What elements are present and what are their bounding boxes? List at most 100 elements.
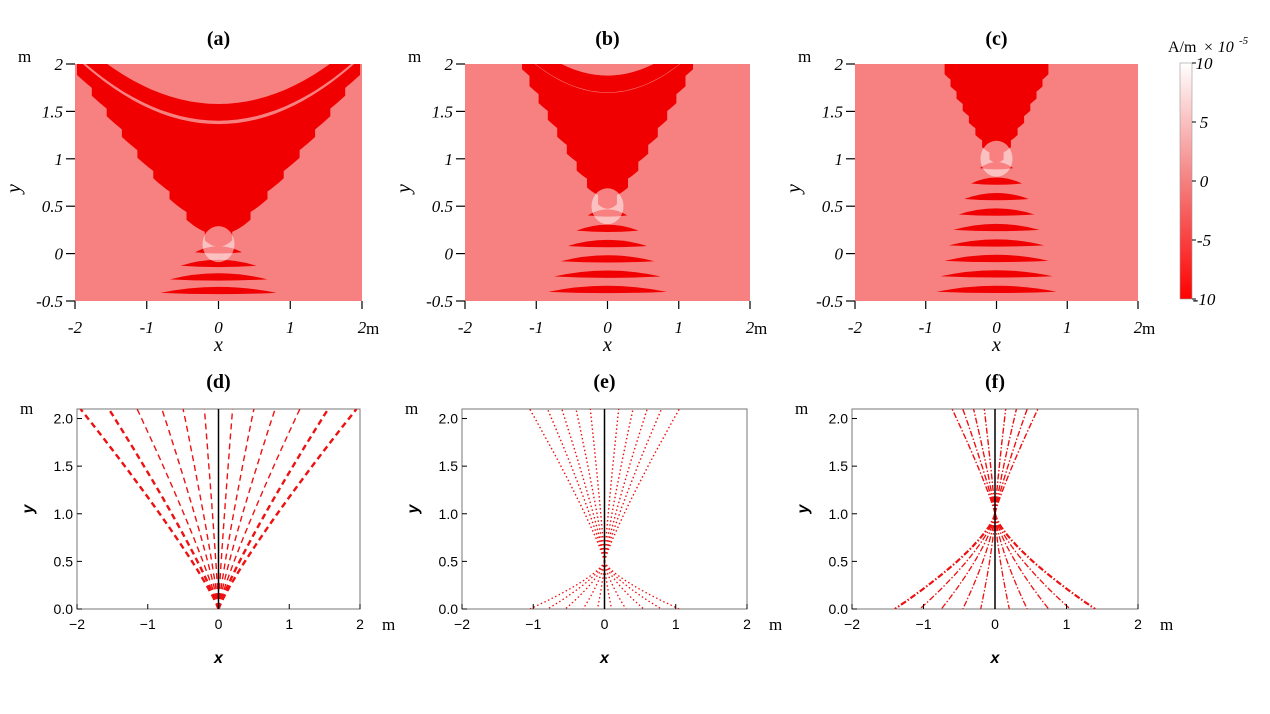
x-tick-label: -2: [848, 318, 863, 337]
heatmap-panel-c: (c)m-0.500.511.52-2 -1 0 1 2 mxy: [783, 28, 1155, 356]
ray-upper: [603, 409, 620, 562]
stripe-lower: [940, 270, 1053, 278]
x-tick-label: 2: [356, 616, 364, 632]
x-tick-label: -1: [529, 318, 543, 337]
stripe-upper: [186, 206, 251, 235]
ray-upper: [994, 409, 1018, 514]
ray-upper: [994, 409, 1028, 514]
stripe-upper: [85, 64, 352, 121]
stripe-lower: [964, 192, 1029, 201]
stripe-upper: [121, 121, 316, 182]
ray-upper: [972, 409, 996, 514]
y-tick-label: 1.5: [829, 458, 849, 474]
ray-lower: [919, 513, 996, 609]
x-unit-label: m: [1160, 615, 1173, 634]
x-tick-label: 1: [675, 318, 684, 337]
x-tick-label: 0: [603, 318, 612, 337]
y-tick-label: 2: [55, 55, 64, 74]
y-tick-label: 1: [835, 150, 844, 169]
y-tick-label: 0.0: [54, 601, 74, 617]
stripe-upper: [522, 64, 693, 110]
ray-upper: [217, 409, 358, 609]
y-axis-label: y: [3, 184, 25, 195]
panel-title: (d): [206, 371, 230, 393]
ray-upper: [217, 409, 255, 609]
ray-upper: [217, 409, 234, 609]
ray-panel-f: 0.0 0.5 1.0 1.5 2.0 −2 −1 0 1 2 (f) m m x y: [795, 371, 1173, 667]
x-unit-label: m: [382, 615, 395, 634]
stripe-upper: [945, 64, 1048, 88]
ray-upper: [203, 409, 220, 609]
panel-title: (b): [595, 28, 619, 50]
x-axis-label: x: [599, 650, 610, 667]
x-tick-label: −1: [916, 616, 932, 632]
stripe-upper: [950, 70, 1043, 108]
y-tick-label: 1.5: [54, 458, 74, 474]
y-tick-label: 0: [445, 245, 454, 264]
panel-title: (c): [985, 28, 1007, 50]
heatmap-panel-b: (b)m-0.500.511.52-2 -1 0 1 2 mxy: [393, 28, 767, 356]
stripe-upper: [944, 64, 1049, 99]
x-tick-label: 0: [215, 616, 223, 632]
x-tick-label: −1: [525, 616, 541, 632]
ray-upper: [217, 409, 330, 609]
y-tick-label: 1: [55, 150, 64, 169]
x-tick-label: 2: [1134, 318, 1143, 337]
x-axis-label: x: [990, 650, 1001, 667]
colorbar-tick-label: 10: [1196, 54, 1214, 73]
x-unit-label: m: [1142, 319, 1155, 338]
ray-lower: [980, 513, 996, 609]
y-tick-label: 0.0: [439, 601, 459, 617]
x-tick-label: 2: [743, 616, 751, 632]
ray-upper: [603, 409, 680, 562]
stripe-upper: [77, 64, 360, 141]
y-tick-label: 2.0: [54, 411, 74, 427]
focus-glow: [591, 188, 624, 225]
colorbar-scale-exponent: -5: [1239, 35, 1249, 47]
x-tick-label: 1: [672, 616, 680, 632]
ray-lower: [603, 561, 613, 609]
y-tick-label: -0.5: [36, 292, 63, 311]
ray-lower: [994, 513, 1028, 609]
ray-upper: [182, 409, 220, 609]
x-tick-label: 0: [214, 318, 223, 337]
focus-glow: [980, 140, 1013, 177]
ray-lower: [993, 513, 1096, 609]
y-tick-label: -0.5: [816, 292, 843, 311]
panel-title: (a): [207, 28, 230, 50]
x-tick-label: −2: [844, 616, 860, 632]
y-tick-label: 0.5: [822, 197, 843, 216]
y-unit-label: m: [18, 47, 31, 66]
stripe-lower: [576, 224, 639, 232]
panel-title: (f): [985, 371, 1005, 393]
y-tick-label: -0.5: [426, 292, 453, 311]
y-tick-label: 1.5: [439, 458, 459, 474]
x-tick-label: −2: [69, 616, 85, 632]
stripe-lower: [953, 223, 1040, 232]
ray-upper: [217, 409, 301, 609]
stripe-upper: [529, 70, 686, 123]
x-tick-label: 1: [1063, 616, 1071, 632]
x-tick-label: 0: [601, 616, 609, 632]
heatmap-panel-a: (a)m-0.500.511.52-2 -1 0 1 2 mxy: [3, 28, 379, 356]
ray-upper: [161, 409, 220, 609]
y-axis-label: y: [393, 184, 415, 195]
stripe-upper: [547, 104, 668, 148]
stripe-upper: [962, 95, 1031, 127]
colorbar: A/m × 10 -5 10 5 0 -5 -10: [1168, 35, 1249, 309]
x-tick-label: 1: [1063, 318, 1072, 337]
x-unit-label: m: [366, 319, 379, 338]
x-tick-label: -2: [68, 318, 83, 337]
ray-upper: [951, 409, 996, 514]
ray-panel-d: 0.0 0.5 1.0 1.5 2.0 −2 −1 0 1 2 (d) m m x y: [20, 371, 395, 667]
ray-lower: [603, 561, 680, 609]
colorbar-tick-label: -5: [1197, 231, 1211, 250]
stripe-lower: [180, 259, 257, 268]
ray-lower: [582, 561, 606, 609]
stripe-lower: [936, 285, 1057, 294]
ray-lower: [547, 561, 606, 609]
x-tick-label: −1: [140, 616, 156, 632]
colorbar-unit-label: A/m: [1168, 39, 1197, 56]
stripe-upper: [91, 79, 346, 155]
x-unit-label: m: [769, 615, 782, 634]
